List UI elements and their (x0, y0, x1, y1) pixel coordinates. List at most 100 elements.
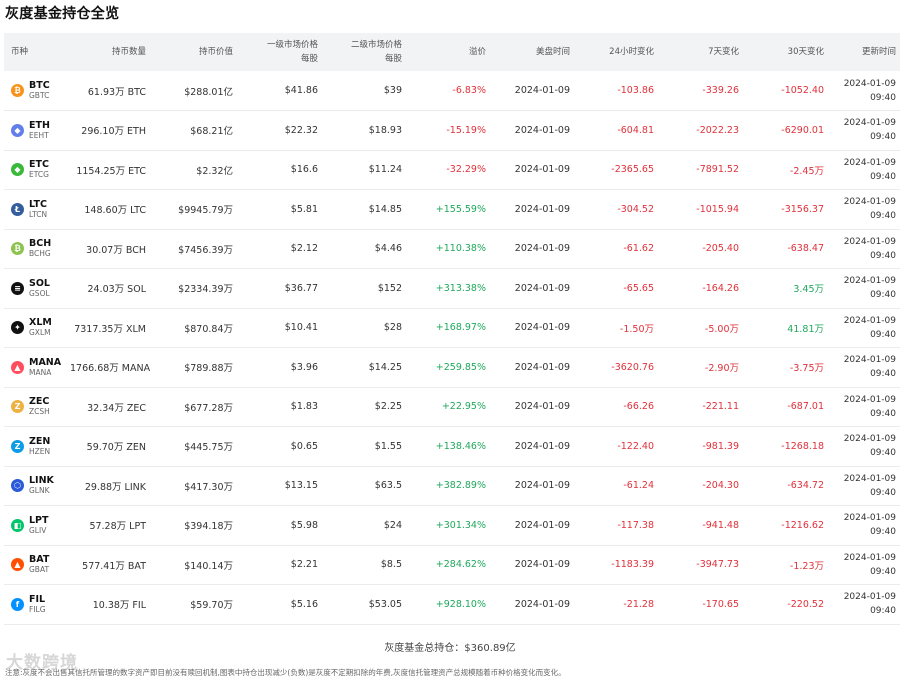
premium: +284.62% (435, 559, 486, 571)
holding-amount: 1154.25万 ETC (76, 165, 146, 177)
coin-icon: Ł (11, 202, 24, 216)
table-row[interactable]: ◧ LPT GLIV 57.28万 LPT $394.18万 $5.98 $24 +301.3… (4, 506, 900, 545)
holding-value: $9945.79万 (178, 205, 233, 217)
update-clock: 09:40 (870, 92, 896, 103)
coin-symbol: BAT (29, 554, 50, 566)
table-row[interactable]: ✦ XLM GXLM 7317.35万 XLM $870.84万 $10.41 $28 +16… (4, 308, 900, 348)
column-header[interactable]: 24小时变化 (609, 47, 654, 57)
watermark-logo: 大数跨境 (6, 653, 78, 673)
change-7d: -2.90万 (704, 363, 739, 375)
change-7d: -2022.23 (696, 124, 739, 136)
premium: +301.34% (435, 519, 486, 531)
table-row[interactable]: ▲ MANA MANA 1766.68万 MANA $789.88万 $3.96 $14.2… (4, 348, 900, 387)
primary-price: $5.81 (290, 203, 318, 215)
secondary-price: $63.5 (374, 480, 402, 492)
table-row[interactable]: Z ZEC ZCSH 32.34万 ZEC $677.28万 $1.83 $2.25 +22.… (4, 387, 900, 427)
coin-symbol: ZEN (29, 435, 51, 447)
update-time: 2024-01-09 09:40 (828, 190, 900, 230)
secondary-price: $24 (383, 519, 402, 531)
holding-value: $445.75万 (184, 442, 233, 454)
column-header[interactable]: 持币数量 (111, 47, 146, 57)
premium: +138.46% (435, 440, 486, 452)
change-24h: -61.24 (623, 480, 654, 492)
change-24h: -117.38 (617, 519, 654, 531)
column-header[interactable]: 持币价值 (198, 47, 233, 57)
column-header[interactable]: 币种 (11, 47, 29, 57)
secondary-price: $18.93 (368, 124, 402, 136)
us-market-date: 2024-01-09 (514, 440, 570, 452)
coin-symbol: FIL (29, 593, 46, 605)
update-time: 2024-01-09 09:40 (828, 150, 900, 190)
update-clock: 09:40 (870, 369, 896, 380)
page-title: 灰度基金持仓全览 (5, 6, 120, 22)
update-date: 2024-01-09 (843, 592, 896, 603)
premium: -15.19% (446, 124, 486, 136)
change-7d: -221.11 (702, 401, 739, 413)
table-row[interactable]: Z ZEN HZEN 59.70万 ZEN $445.75万 $0.65 $1.55 +138… (4, 427, 900, 466)
coin-icon: ◆ (11, 163, 24, 177)
trust-ticker: GSOL (29, 288, 50, 298)
change-30d: -220.52 (787, 598, 824, 610)
holding-amount: 296.10万 ETH (81, 126, 146, 138)
column-header[interactable]: 二级市场价格 每股 (350, 40, 402, 64)
change-24h: -604.81 (617, 124, 654, 136)
update-clock: 09:40 (870, 290, 896, 301)
change-30d: 41.81万 (787, 323, 824, 335)
update-time: 2024-01-09 09:40 (828, 111, 900, 151)
change-7d: -981.39 (702, 440, 739, 452)
update-date: 2024-01-09 (843, 552, 896, 563)
holding-value: $677.28万 (184, 402, 233, 414)
secondary-price: $2.25 (374, 401, 402, 413)
change-30d: -1052.40 (781, 85, 824, 96)
update-clock: 09:40 (870, 329, 896, 340)
table-row[interactable]: ₿ BCH BCHG 30.07万 BCH $7456.39万 $2.12 $4.46 +11… (4, 229, 900, 269)
change-30d: -1.23万 (789, 560, 824, 572)
holding-amount: 61.93万 BTC (87, 86, 146, 98)
update-time: 2024-01-09 09:40 (828, 585, 900, 625)
primary-price: $2.21 (290, 559, 318, 571)
us-market-date: 2024-01-09 (514, 322, 570, 334)
column-header[interactable]: 7天变化 (708, 47, 739, 57)
coin-icon: f (11, 597, 24, 611)
column-header[interactable]: 美盘时间 (535, 47, 570, 57)
column-header[interactable]: 更新时间 (861, 47, 896, 57)
table-row[interactable]: ≡ SOL GSOL 24.03万 SOL $2334.39万 $36.77 $152 +31… (4, 269, 900, 308)
coin-symbol: BCH (29, 238, 52, 250)
update-date: 2024-01-09 (843, 118, 896, 129)
table-row[interactable]: Ł LTC LTCN 148.60万 LTC $9945.79万 $5.81 $14.85 +… (4, 190, 900, 230)
coin-cell: ₿ BTC GBTC (4, 71, 66, 111)
holding-amount: 7317.35万 XLM (74, 323, 146, 335)
table-row[interactable]: ◆ ETC ETCG 1154.25万 ETC $2.32亿 $16.6 $11.24 -32… (4, 150, 900, 190)
update-date: 2024-01-09 (843, 78, 896, 89)
primary-price: $22.32 (284, 124, 318, 136)
trust-ticker: ZCSH (29, 407, 50, 417)
table-row[interactable]: ₿ BTC GBTC 61.93万 BTC $288.01亿 $41.86 $39 -6.83… (4, 71, 900, 111)
coin-symbol: BTC (29, 80, 50, 91)
change-30d: -6290.01 (781, 124, 824, 136)
column-header[interactable]: 一级市场价格 每股 (266, 40, 318, 64)
holding-value: $7456.39万 (178, 244, 233, 256)
update-clock: 09:40 (870, 606, 896, 617)
update-date: 2024-01-09 (843, 197, 896, 208)
column-header[interactable]: 30天变化 (787, 47, 824, 57)
secondary-price: $1.55 (374, 440, 402, 452)
coin-icon: ₿ (11, 242, 24, 256)
update-date: 2024-01-09 (843, 236, 896, 247)
holding-value: $870.84万 (184, 323, 233, 335)
update-date: 2024-01-09 (843, 355, 896, 366)
table-row[interactable]: ◆ ETH EEHT 296.10万 ETH $68.21亿 $22.32 $18.93 -1… (4, 111, 900, 151)
table-row[interactable]: ▲ BAT GBAT 577.41万 BAT $140.14万 $2.21 $8.5 +284… (4, 545, 900, 585)
primary-price: $41.86 (284, 85, 318, 96)
coin-icon: Z (11, 439, 24, 453)
change-24h: -66.26 (623, 401, 654, 413)
table-row[interactable]: ⬡ LINK GLNK 29.88万 LINK $417.30万 $13.15 $63.5 +… (4, 466, 900, 506)
update-date: 2024-01-09 (843, 513, 896, 524)
update-clock: 09:40 (870, 448, 896, 459)
column-header[interactable]: 溢价 (468, 47, 486, 57)
coin-cell: Z ZEC ZCSH (4, 387, 66, 427)
us-market-date: 2024-01-09 (514, 243, 570, 255)
primary-price: $5.98 (290, 519, 318, 531)
table-row[interactable]: f FIL FILG 10.38万 FIL $59.70万 $5.16 $53.05 +928… (4, 585, 900, 625)
coin-cell: ▲ BAT GBAT (4, 545, 66, 585)
premium: +22.95% (441, 401, 486, 413)
